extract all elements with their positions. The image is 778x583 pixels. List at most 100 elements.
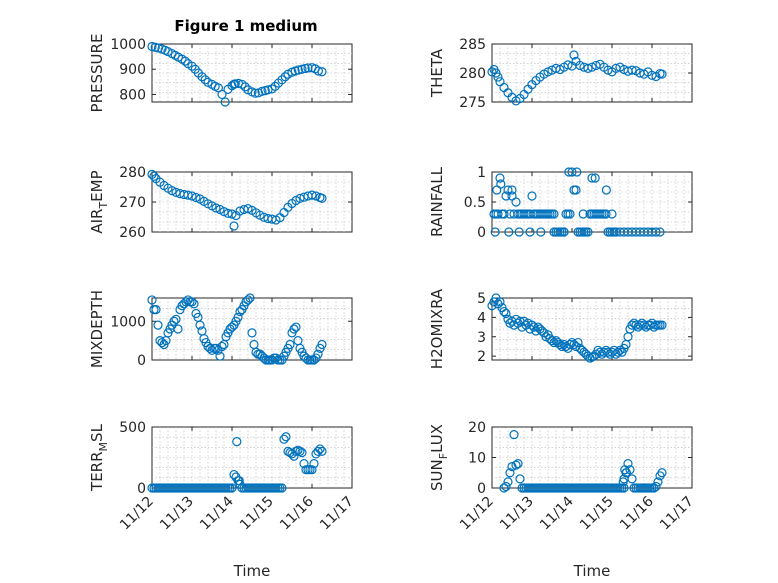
data-point-rainfall xyxy=(590,173,600,183)
data-point-mixdepth xyxy=(173,324,183,334)
data-point-rainfall xyxy=(601,185,612,195)
data-point-air_temp xyxy=(235,206,245,216)
x-tick-label: 11/14 xyxy=(537,493,577,533)
x-tick-label: 11/17 xyxy=(317,494,357,534)
data-point-terr_msl xyxy=(279,434,289,444)
data-point-rainfall xyxy=(583,227,593,237)
data-point-rainfall xyxy=(572,167,582,177)
x-tick-label: 11/16 xyxy=(617,493,657,533)
y-tick-label: 260 xyxy=(119,225,146,241)
data-point-mixdepth xyxy=(243,295,253,305)
data-point-terr_msl xyxy=(295,446,305,456)
data-point-pressure xyxy=(280,72,290,82)
data-point-air_temp xyxy=(311,191,321,201)
data-point-rainfall xyxy=(549,209,559,219)
x-tick-label: 11/14 xyxy=(197,493,237,533)
data-point-sun_flux xyxy=(515,474,525,484)
data-point-terr_msl xyxy=(297,448,307,458)
data-point-air_temp xyxy=(187,191,197,201)
data-point-air_temp xyxy=(227,209,237,219)
y-tick-label: 270 xyxy=(119,195,146,211)
data-point-terr_msl xyxy=(291,446,301,456)
data-point-rainfall xyxy=(536,227,546,237)
x-tick-label: 11/15 xyxy=(577,494,617,534)
x-tick-label: 11/13 xyxy=(497,494,537,534)
x-tick-label: 11/12 xyxy=(457,494,497,534)
data-point-rainfall xyxy=(525,227,535,237)
data-point-terr_msl xyxy=(307,465,317,475)
data-point-mixdepth xyxy=(245,293,255,303)
data-point-h2omixra xyxy=(499,306,509,317)
data-point-sun_flux xyxy=(501,481,511,492)
data-point-sun_flux xyxy=(651,481,661,492)
data-point-mixdepth xyxy=(217,341,227,352)
data-point-mixdepth xyxy=(313,349,323,359)
data-point-h2omixra xyxy=(549,337,559,348)
y-tick-label: 500 xyxy=(119,420,146,436)
y-tick-label: 0 xyxy=(477,225,486,241)
data-point-h2omixra xyxy=(657,320,667,330)
data-point-sun_flux xyxy=(619,483,629,493)
y-tick-label: 3 xyxy=(477,330,486,346)
data-point-pressure xyxy=(200,75,210,85)
data-point-rainfall xyxy=(651,227,661,237)
data-point-mixdepth xyxy=(171,314,181,324)
y-axis-label: MIXDEPTH xyxy=(88,290,106,368)
data-point-mixdepth xyxy=(151,305,161,315)
data-point-mixdepth xyxy=(187,297,197,307)
data-point-rainfall xyxy=(490,227,500,237)
data-point-theta xyxy=(583,63,593,73)
x-tick-label: 11/13 xyxy=(157,494,197,534)
data-point-sun_flux xyxy=(621,468,632,478)
data-point-rainfall xyxy=(504,227,514,237)
data-point-rainfall xyxy=(495,173,505,183)
data-point-sun_flux xyxy=(618,477,628,487)
axes-box-terr_msl xyxy=(151,426,353,489)
axes-terr_msl: 0 500 11/12 11/13 11/14 11/15 11/16 11/17 Time TE… xyxy=(88,420,357,580)
data-point-air_temp xyxy=(183,190,193,200)
data-point-terr_msl xyxy=(281,432,291,442)
data-point-theta xyxy=(657,69,667,79)
y-axis-label: TERRMSL xyxy=(88,423,110,492)
data-point-air_temp xyxy=(307,190,317,200)
data-point-pressure xyxy=(187,61,197,71)
data-point-sun_flux xyxy=(505,468,515,478)
data-point-air_temp xyxy=(191,192,201,203)
data-point-h2omixra xyxy=(547,336,557,346)
axes-box-air_temp xyxy=(151,171,353,233)
data-point-theta xyxy=(487,67,497,77)
y-tick-label: 285 xyxy=(459,37,486,53)
data-point-pressure xyxy=(277,75,287,85)
y-tick-label: 0 xyxy=(477,481,486,497)
data-point-h2omixra xyxy=(495,297,505,307)
data-point-air_temp xyxy=(149,171,159,181)
data-point-mixdepth xyxy=(169,316,179,326)
data-point-pressure xyxy=(220,97,230,107)
data-point-sun_flux xyxy=(627,474,637,484)
x-tick-label: 11/15 xyxy=(237,494,277,534)
data-point-pressure xyxy=(197,72,207,82)
data-point-mixdepth xyxy=(289,324,299,334)
y-axis-label: PRESSURE xyxy=(88,34,106,113)
data-point-theta xyxy=(493,72,503,82)
data-point-terr_msl xyxy=(315,444,325,454)
y-tick-label: 2 xyxy=(477,349,486,365)
y-tick-label: 0 xyxy=(137,353,146,369)
axes-rainfall: 0 0.5 1 RAINFALL xyxy=(428,165,693,241)
data-point-h2omixra xyxy=(573,337,583,348)
data-point-mixdepth xyxy=(215,351,225,361)
y-tick-label: 280 xyxy=(459,66,486,82)
y-axis-label: SUNFLUX xyxy=(428,424,450,491)
data-point-h2omixra xyxy=(501,308,511,319)
y-axis-label: AIRTEMP xyxy=(88,170,110,233)
data-point-pressure xyxy=(217,89,227,100)
y-tick-label: 5 xyxy=(477,291,486,307)
data-point-terr_msl xyxy=(234,476,244,486)
y-axis-label: H2OMIXRA xyxy=(428,288,446,369)
x-tick-label: 11/16 xyxy=(277,493,317,533)
data-point-rainfall xyxy=(514,227,524,237)
y-tick-label: 900 xyxy=(119,62,146,78)
